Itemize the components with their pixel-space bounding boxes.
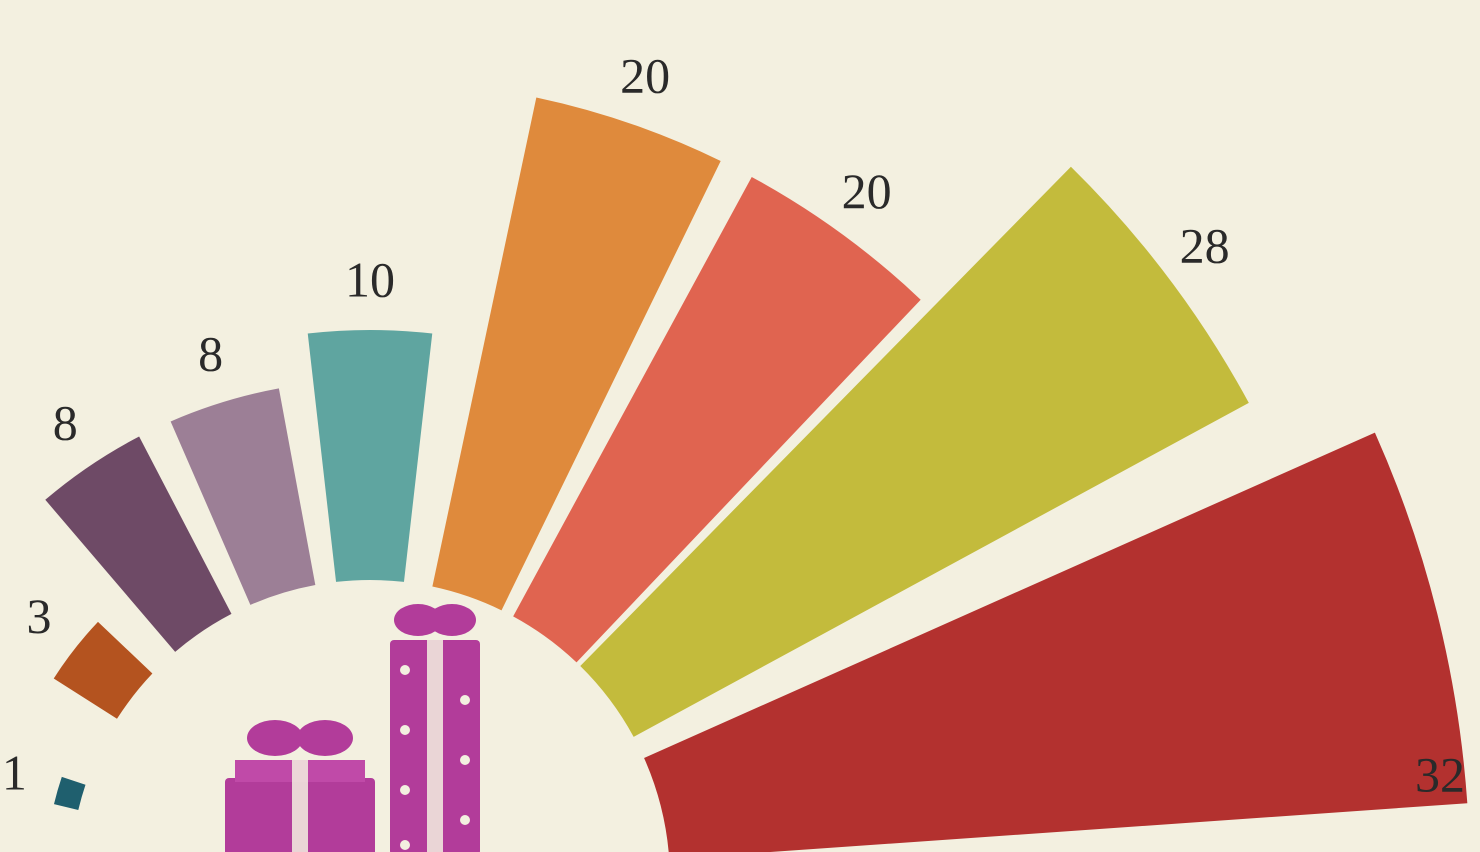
value-label: 3 — [27, 588, 52, 644]
gift-bow — [247, 720, 303, 756]
bar — [513, 176, 921, 663]
gift-icons — [225, 604, 480, 852]
gift-dots — [400, 665, 470, 850]
gift-bow — [297, 720, 353, 756]
value-label: 28 — [1180, 218, 1230, 274]
value-label: 8 — [53, 395, 78, 451]
value-label: 20 — [842, 163, 892, 219]
bar — [45, 436, 232, 652]
bar — [432, 97, 721, 611]
gift-bow — [428, 604, 476, 636]
bar — [580, 166, 1249, 737]
gift-ribbon — [292, 760, 308, 852]
value-label: 32 — [1415, 747, 1465, 803]
bar — [170, 388, 316, 605]
bar — [644, 432, 1468, 852]
gift-ribbon — [427, 640, 443, 852]
value-label: 10 — [345, 251, 395, 307]
value-label: 1 — [2, 744, 27, 800]
gift-bow — [394, 604, 442, 636]
bar — [307, 330, 433, 582]
bar — [53, 621, 153, 719]
value-label: 8 — [198, 325, 223, 381]
value-label: 20 — [620, 48, 670, 104]
bar — [53, 776, 86, 810]
